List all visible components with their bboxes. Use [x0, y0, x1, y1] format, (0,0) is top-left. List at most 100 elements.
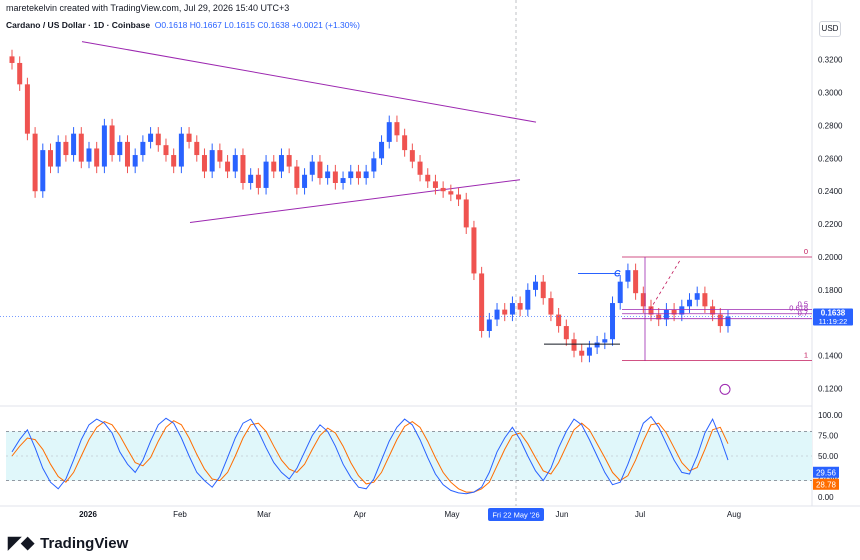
- brand: ◤◆ TradingView: [8, 533, 128, 553]
- attribution-text: maretekelvin created with TradingView.co…: [6, 3, 290, 13]
- price-tick-label: 0.1800: [818, 286, 843, 295]
- stoch-k-box: [813, 466, 839, 478]
- candle-body: [355, 171, 361, 179]
- price-tick-label: 0.3200: [818, 56, 843, 65]
- candle-body: [517, 303, 523, 310]
- fib-level-label: 0.5: [798, 300, 808, 309]
- candle-body: [371, 158, 377, 172]
- candle-body: [271, 161, 277, 172]
- last-price-value: 0.1638: [821, 309, 846, 318]
- time-tick-label: Jun: [556, 510, 569, 519]
- candle-body: [217, 150, 223, 162]
- candle-body: [525, 289, 531, 310]
- candle-body: [55, 141, 61, 167]
- symbol-legend: Cardano / US Dollar · 1D · Coinbase O0.1…: [6, 20, 360, 30]
- price-tick-label: 0.2800: [818, 121, 843, 130]
- candle-body: [309, 161, 315, 175]
- candle-body: [533, 281, 539, 290]
- candle-body: [648, 306, 654, 315]
- candle-body: [548, 298, 554, 315]
- candle-body: [340, 178, 346, 183]
- candle-body: [117, 141, 123, 156]
- candle-body: [586, 347, 592, 356]
- candle-body: [402, 135, 408, 151]
- price-tick-label: 0.1400: [818, 352, 843, 361]
- time-tick-label: Jul: [635, 510, 645, 519]
- tradingview-logo-icon: ◤◆: [8, 533, 35, 552]
- candle-body: [325, 171, 331, 179]
- candle-body: [148, 133, 154, 142]
- stoch-k-value: 29.56: [816, 468, 837, 477]
- stoch-tick-label: 75.00: [818, 432, 839, 441]
- candle-body: [463, 199, 469, 228]
- candle-body: [94, 148, 100, 167]
- fib-level-label: 0.618: [789, 304, 808, 313]
- stoch-k-line: [11, 415, 729, 495]
- candle-body: [656, 314, 662, 320]
- candle-body: [194, 141, 200, 156]
- stoch-tick-label: 100.00: [818, 411, 843, 420]
- candle-body: [32, 133, 38, 192]
- candle-body: [163, 145, 169, 156]
- resistance-trendline: [81, 41, 537, 123]
- candle-body: [9, 56, 15, 63]
- support-trendline: [189, 179, 521, 223]
- candle-body: [302, 174, 308, 188]
- candle-body: [171, 155, 177, 167]
- candle-body: [332, 171, 338, 183]
- stoch-tick-label: 0.00: [818, 493, 834, 502]
- candle-body: [40, 150, 46, 192]
- candle-body: [63, 141, 69, 156]
- candle-body: [255, 174, 261, 188]
- candle-body: [409, 150, 415, 162]
- candle-body: [702, 293, 708, 307]
- candle-body: [502, 309, 508, 315]
- candle-body: [556, 314, 562, 327]
- candle-body: [540, 281, 546, 299]
- candle-body: [140, 141, 146, 156]
- candle-body: [201, 155, 207, 172]
- candle-body: [563, 326, 569, 340]
- candle-body: [486, 319, 492, 331]
- candle-body: [155, 133, 161, 146]
- last-price-box: [813, 308, 853, 326]
- price-tick-label: 0.1200: [818, 385, 843, 394]
- price-tick-label: 0.2200: [818, 220, 843, 229]
- price-tick-label: 0.2000: [818, 253, 843, 262]
- candle-body: [456, 194, 462, 200]
- candle-body: [86, 148, 92, 162]
- candle-body: [448, 191, 454, 195]
- candle-body: [24, 84, 30, 134]
- price-tick-label: 0.3000: [818, 89, 843, 98]
- stoch-d-box: [813, 478, 839, 490]
- candle-body: [479, 273, 485, 331]
- candle-body: [132, 155, 138, 167]
- currency-button[interactable]: USD: [819, 21, 841, 37]
- time-tick-label: Feb: [173, 510, 187, 519]
- candle-body: [625, 270, 631, 282]
- candle-body: [579, 350, 585, 356]
- alert-icon: [719, 383, 731, 395]
- candle-body: [425, 174, 431, 182]
- candle-body: [178, 133, 184, 167]
- candle-body: [394, 122, 400, 136]
- candle-body: [294, 166, 300, 188]
- candle-body: [594, 342, 600, 348]
- fib-level-label: 0: [804, 247, 808, 256]
- price-tick-label: 0.2600: [818, 154, 843, 163]
- annotation-c: C: [614, 268, 621, 278]
- candle-body: [417, 161, 423, 175]
- candle-body: [671, 309, 677, 315]
- candle-body: [509, 303, 515, 315]
- stoch-tick-label: 50.00: [818, 452, 839, 461]
- candle-body: [694, 293, 700, 300]
- time-tick-label: Apr: [354, 510, 367, 519]
- candle-body: [278, 155, 284, 172]
- candle-body: [679, 306, 685, 315]
- price-chart[interactable]: 0.3200 0.3000 0.2800 0.2600 0.2400 0.2200 0.20…: [0, 0, 860, 530]
- candle-body: [78, 133, 84, 162]
- candle-body: [47, 150, 53, 167]
- price-tick-label: 0.2400: [818, 187, 843, 196]
- candle-body: [386, 122, 392, 142]
- fib-level-label: 1: [804, 351, 808, 360]
